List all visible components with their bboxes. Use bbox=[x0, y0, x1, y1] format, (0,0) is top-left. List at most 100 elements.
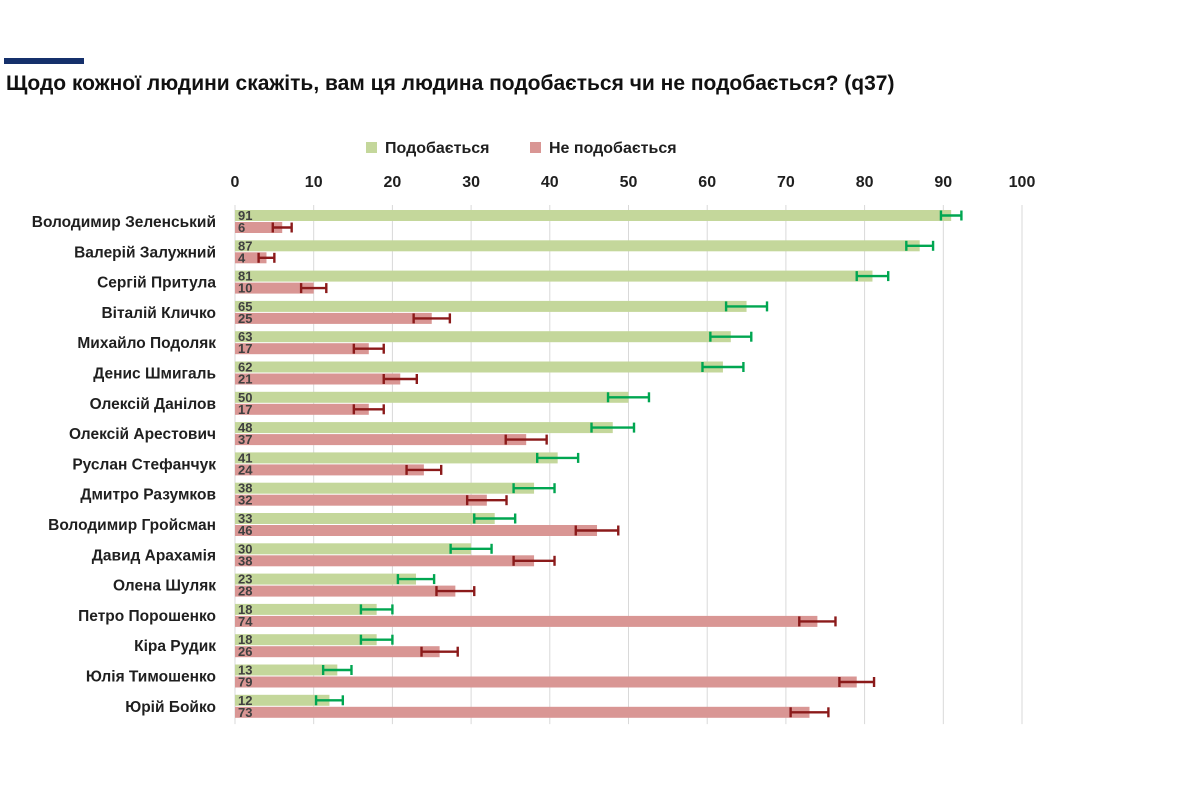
category-label: Сергій Притула bbox=[97, 275, 216, 292]
bar bbox=[235, 646, 440, 658]
data-label: 50 bbox=[238, 390, 252, 405]
bar bbox=[235, 634, 377, 646]
bar bbox=[235, 573, 417, 585]
bar bbox=[235, 210, 952, 221]
bar bbox=[235, 525, 598, 536]
title-accent-bar bbox=[4, 58, 84, 64]
x-tick-label: 0 bbox=[231, 174, 240, 191]
data-label: 23 bbox=[238, 572, 252, 587]
data-label: 6 bbox=[238, 220, 245, 235]
legend-swatch bbox=[530, 142, 541, 153]
bar bbox=[235, 434, 527, 446]
data-label: 81 bbox=[238, 269, 252, 284]
bar bbox=[235, 615, 818, 627]
x-tick-label: 100 bbox=[1009, 174, 1036, 191]
data-label: 30 bbox=[238, 541, 252, 556]
category-label: Валерій Залужний bbox=[74, 244, 216, 261]
x-tick-label: 50 bbox=[620, 174, 638, 191]
data-label: 17 bbox=[238, 341, 252, 356]
x-tick-label: 20 bbox=[384, 174, 402, 191]
data-label: 37 bbox=[238, 432, 252, 447]
bar bbox=[235, 300, 747, 312]
data-label: 24 bbox=[238, 462, 253, 477]
category-label: Олексій Арестович bbox=[69, 426, 216, 443]
data-label: 12 bbox=[238, 693, 252, 708]
x-tick-label: 10 bbox=[305, 174, 323, 191]
data-label: 79 bbox=[238, 675, 252, 690]
data-label: 26 bbox=[238, 644, 252, 659]
data-label: 18 bbox=[238, 602, 252, 617]
bar bbox=[235, 513, 495, 524]
bar bbox=[235, 343, 369, 355]
category-label: Юрій Бойко bbox=[125, 699, 216, 716]
category-label: Володимир Гройсман bbox=[48, 517, 216, 534]
category-label: Петро Порошенко bbox=[78, 608, 216, 625]
bar bbox=[235, 494, 487, 506]
data-label: 17 bbox=[238, 402, 252, 417]
bar bbox=[235, 706, 810, 718]
data-label: 87 bbox=[238, 238, 252, 253]
category-label: Дмитро Разумков bbox=[80, 487, 216, 504]
bar bbox=[235, 222, 283, 233]
data-label: 48 bbox=[238, 420, 252, 435]
x-tick-label: 70 bbox=[777, 174, 795, 191]
bar bbox=[235, 603, 377, 615]
bar bbox=[235, 676, 857, 688]
bar bbox=[235, 464, 424, 476]
bar bbox=[235, 373, 401, 385]
category-label: Володимир Зеленський bbox=[32, 214, 216, 231]
data-label: 73 bbox=[238, 705, 252, 720]
data-label: 63 bbox=[238, 329, 252, 344]
data-label: 4 bbox=[238, 250, 246, 265]
category-label: Віталій Кличко bbox=[101, 305, 216, 322]
x-tick-label: 30 bbox=[462, 174, 480, 191]
bar bbox=[235, 361, 723, 373]
data-label: 38 bbox=[238, 553, 252, 568]
data-label: 38 bbox=[238, 481, 252, 496]
x-tick-label: 80 bbox=[856, 174, 874, 191]
bar bbox=[235, 252, 267, 264]
data-label: 13 bbox=[238, 663, 252, 678]
data-label: 91 bbox=[238, 208, 252, 223]
data-label: 41 bbox=[238, 450, 252, 465]
data-label: 74 bbox=[238, 614, 253, 629]
data-label: 25 bbox=[238, 311, 252, 326]
data-label: 46 bbox=[238, 523, 252, 538]
data-label: 65 bbox=[238, 299, 252, 314]
data-label: 33 bbox=[238, 511, 252, 526]
data-label: 18 bbox=[238, 632, 252, 647]
bar bbox=[235, 312, 432, 324]
data-label: 62 bbox=[238, 360, 252, 375]
category-label: Кіра Рудик bbox=[134, 638, 216, 655]
bar bbox=[235, 403, 369, 415]
data-label: 32 bbox=[238, 493, 252, 508]
bar bbox=[235, 452, 558, 464]
chart-title: Щодо кожної людини скажіть, вам ця людин… bbox=[6, 72, 895, 95]
bar bbox=[235, 270, 873, 282]
bar bbox=[235, 694, 330, 706]
category-label: Михайло Подоляк bbox=[77, 335, 216, 352]
category-label: Юлія Тимошенко bbox=[86, 669, 216, 686]
bar bbox=[235, 240, 920, 252]
data-label: 21 bbox=[238, 372, 252, 387]
legend-label: Подобається bbox=[385, 140, 490, 157]
bar bbox=[235, 482, 535, 494]
bar bbox=[235, 282, 314, 294]
x-tick-label: 40 bbox=[541, 174, 559, 191]
bar bbox=[235, 331, 731, 343]
legend-label: Не подобається bbox=[549, 140, 677, 157]
category-label: Олена Шуляк bbox=[113, 578, 216, 595]
bar bbox=[235, 422, 613, 434]
x-tick-label: 90 bbox=[934, 174, 952, 191]
bar bbox=[235, 585, 456, 597]
category-label: Руслан Стефанчук bbox=[72, 456, 216, 473]
bar bbox=[235, 555, 535, 567]
data-label: 10 bbox=[238, 281, 252, 296]
bar bbox=[235, 391, 629, 403]
bar bbox=[235, 664, 338, 676]
bar bbox=[235, 543, 472, 555]
category-label: Давид Арахамія bbox=[92, 547, 216, 564]
category-label: Олексій Данілов bbox=[90, 396, 216, 413]
data-label: 28 bbox=[238, 584, 252, 599]
category-label: Денис Шмигаль bbox=[93, 366, 216, 383]
